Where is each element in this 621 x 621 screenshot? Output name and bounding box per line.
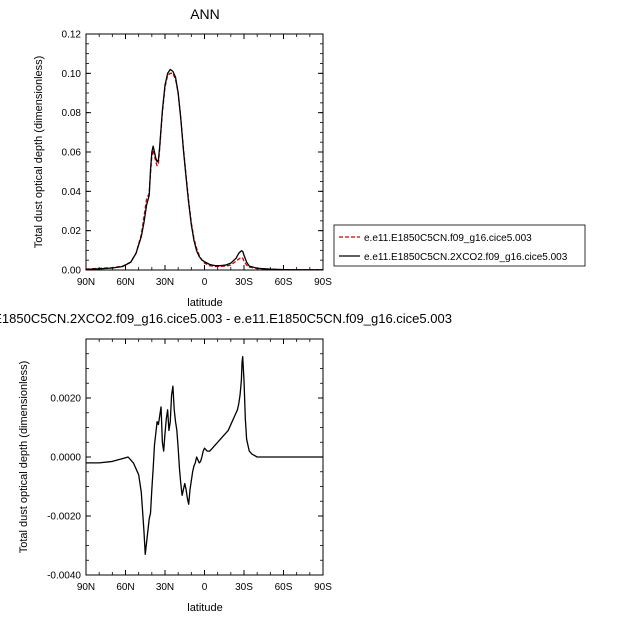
top-y-tick-label: 0.10 [62, 69, 82, 80]
top-x-tick-label: 0 [202, 277, 208, 288]
top-series-line-0 [85, 72, 323, 271]
top-panel: ANN 90N 60N 30N 0 30S 60S 90S 0.00 0.02 0.04 0.06 0… [33, 6, 332, 309]
bottom-series-line-0 [86, 356, 323, 555]
top-x-tick-label: 60N [116, 277, 134, 288]
legend-box [333, 224, 586, 267]
bottom-x-tick-label: 0 [202, 582, 208, 593]
bottom-chart-title: e.e11.E1850C5CN.2XCO2.f09_g16.cice5.003 … [0, 311, 452, 326]
top-chart-title: ANN [190, 6, 220, 22]
bottom-y-tick-label: 0.0020 [50, 394, 81, 405]
top-y-tick-label: 0.06 [62, 148, 82, 159]
bottom-x-axis-label: latitude [187, 602, 222, 614]
bottom-y-tick-label: 0.0000 [50, 453, 81, 464]
bottom-panel: e.e11.E1850C5CN.2XCO2.f09_g16.cice5.003 … [0, 311, 452, 614]
bottom-x-tick-label: 30N [156, 582, 174, 593]
bottom-y-tick-label: -0.0040 [47, 571, 81, 582]
top-y-tick-label: 0.02 [62, 226, 82, 237]
top-x-tick-label: 30S [235, 277, 253, 288]
top-y-tick-label: 0.00 [62, 266, 82, 277]
bottom-y-tick-label: -0.0020 [47, 512, 81, 523]
top-x-tick-label: 90S [314, 277, 332, 288]
top-y-tick-label: 0.12 [62, 30, 82, 41]
top-x-tick-label: 90N [77, 277, 95, 288]
top-x-tick-label: 30N [156, 277, 174, 288]
legend-label-control: e.e11.E1850C5CN.f09_g16.cice5.003 [364, 233, 532, 244]
bottom-x-tick-label: 90S [314, 582, 332, 593]
top-y-tick-label: 0.08 [62, 108, 82, 119]
top-y-tick-label: 0.04 [62, 187, 82, 198]
top-plot-frame [85, 33, 324, 271]
legend-label-experiment: e.e11.E1850C5CN.2XCO2.f09_g16.cice5.003 [364, 252, 568, 263]
bottom-x-tick-label: 60N [116, 582, 134, 593]
bottom-x-tick-label: 60S [275, 582, 293, 593]
top-x-axis-label: latitude [187, 297, 222, 309]
top-x-tick-label: 60S [275, 277, 293, 288]
bottom-y-axis-label: Total dust optical depth (dimensionless) [18, 361, 30, 554]
legend: e.e11.E1850C5CN.f09_g16.cice5.003 e.e11.… [333, 224, 586, 267]
top-y-axis-label: Total dust optical depth (dimensionless) [33, 56, 45, 249]
bottom-x-tick-label: 90N [77, 582, 95, 593]
top-series-line-1 [85, 68, 323, 271]
bottom-x-tick-label: 30S [235, 582, 253, 593]
